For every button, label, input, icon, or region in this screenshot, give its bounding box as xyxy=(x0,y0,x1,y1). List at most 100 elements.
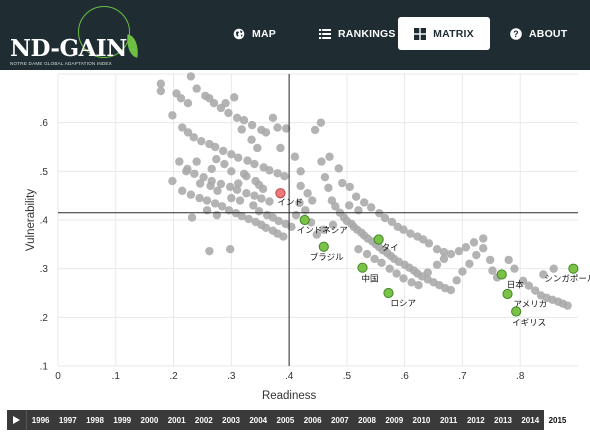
country-point xyxy=(360,198,369,207)
country-point xyxy=(192,157,201,166)
year-2003[interactable]: 2003 xyxy=(222,415,240,425)
globe-icon xyxy=(233,28,245,39)
year-2006[interactable]: 2006 xyxy=(303,415,322,425)
country-point xyxy=(210,199,220,208)
country-point xyxy=(250,191,259,200)
help-icon: ? xyxy=(510,27,522,40)
country-point xyxy=(225,245,235,254)
country-point xyxy=(279,232,288,241)
x-tick-label: .5 xyxy=(343,371,352,382)
country-point xyxy=(303,189,312,198)
country-point xyxy=(273,169,282,178)
country-point xyxy=(221,99,230,108)
country-point xyxy=(424,239,434,248)
country-point xyxy=(210,142,220,152)
year-2013[interactable]: 2013 xyxy=(494,415,512,425)
year-2014[interactable]: 2014 xyxy=(521,415,540,425)
year-2004[interactable]: 2004 xyxy=(249,415,268,425)
country-point xyxy=(380,213,390,223)
country-label: インドネシア xyxy=(297,226,348,236)
year-1999[interactable]: 1999 xyxy=(113,415,132,425)
country-point xyxy=(253,143,262,153)
year-2002[interactable]: 2002 xyxy=(194,415,213,425)
year-1996[interactable]: 1996 xyxy=(31,415,50,425)
country-point xyxy=(227,193,236,203)
country-point xyxy=(446,249,456,259)
highlighted-country-point xyxy=(275,188,286,199)
year-2001[interactable]: 2001 xyxy=(167,415,186,425)
nav-about[interactable]: ? ABOUT xyxy=(510,17,567,50)
country-point xyxy=(324,183,333,193)
country-point xyxy=(479,244,488,253)
year-2015[interactable]: 2015 xyxy=(543,410,572,430)
country-point xyxy=(399,225,408,234)
year-2009[interactable]: 2009 xyxy=(385,415,404,425)
country-point xyxy=(345,182,354,192)
nav-rankings[interactable]: RANKINGS xyxy=(319,17,396,50)
country-point xyxy=(250,159,259,169)
year-1998[interactable]: 1998 xyxy=(86,415,104,425)
country-point xyxy=(234,153,243,162)
y-tick-label: .3 xyxy=(40,264,49,275)
country-point xyxy=(452,276,461,285)
country-point xyxy=(183,164,192,174)
nav-map[interactable]: MAP xyxy=(233,17,276,50)
y-axis-title: Vulnerability xyxy=(25,189,37,251)
country-point xyxy=(274,216,283,226)
year-2011[interactable]: 2011 xyxy=(439,415,458,425)
country-point xyxy=(212,154,221,164)
country-point xyxy=(258,184,268,194)
play-button[interactable] xyxy=(7,410,27,430)
country-point xyxy=(385,264,394,273)
country-point xyxy=(156,86,166,96)
country-point xyxy=(312,230,322,239)
country-point xyxy=(276,143,285,153)
country-point xyxy=(232,113,242,122)
country-point xyxy=(290,152,300,161)
year-2005[interactable]: 2005 xyxy=(276,415,295,425)
country-point xyxy=(225,182,235,192)
year-2000[interactable]: 2000 xyxy=(140,415,159,425)
nd-gain-logo[interactable]: ND-GAIN NOTRE DAME GLOBAL ADAPTATION IND… xyxy=(8,3,148,67)
year-2010[interactable]: 2010 xyxy=(412,415,431,425)
country-point xyxy=(243,156,252,165)
country-point xyxy=(195,179,205,188)
country-point xyxy=(362,249,372,259)
year-1997[interactable]: 1997 xyxy=(58,415,77,425)
year-2012[interactable]: 2012 xyxy=(466,415,485,425)
country-point xyxy=(331,202,340,211)
country-point xyxy=(257,194,266,203)
country-point xyxy=(458,267,467,276)
country-point xyxy=(510,264,519,273)
top-navbar: ND-GAIN NOTRE DAME GLOBAL ADAPTATION IND… xyxy=(0,0,590,70)
highlighted-country-point xyxy=(373,234,384,245)
country-label: ブラジル xyxy=(310,252,344,263)
nav-map-label: MAP xyxy=(252,27,276,40)
year-2007[interactable]: 2007 xyxy=(330,415,349,425)
country-label: アメリカ xyxy=(514,300,548,310)
y-tick-label: .4 xyxy=(40,216,49,227)
country-point xyxy=(183,128,193,137)
year-2008[interactable]: 2008 xyxy=(358,415,376,425)
country-point xyxy=(178,186,187,195)
country-point xyxy=(423,268,432,277)
x-tick-label: .4 xyxy=(285,371,294,382)
country-point xyxy=(485,255,495,265)
country-point xyxy=(563,301,572,310)
country-point xyxy=(454,246,464,256)
country-point xyxy=(197,136,206,146)
country-point xyxy=(192,84,201,93)
country-point xyxy=(183,99,193,108)
country-point xyxy=(247,120,257,130)
country-point xyxy=(377,258,386,268)
country-point xyxy=(178,123,187,132)
highlighted-country-point xyxy=(357,262,368,273)
country-point xyxy=(249,201,258,210)
country-point xyxy=(319,225,328,234)
nav-matrix[interactable]: MATRIX xyxy=(398,17,490,50)
highlighted-country-point xyxy=(568,263,579,274)
list-icon xyxy=(319,28,331,39)
country-point xyxy=(472,250,481,260)
country-point xyxy=(205,246,214,256)
logo-ring xyxy=(78,6,130,58)
